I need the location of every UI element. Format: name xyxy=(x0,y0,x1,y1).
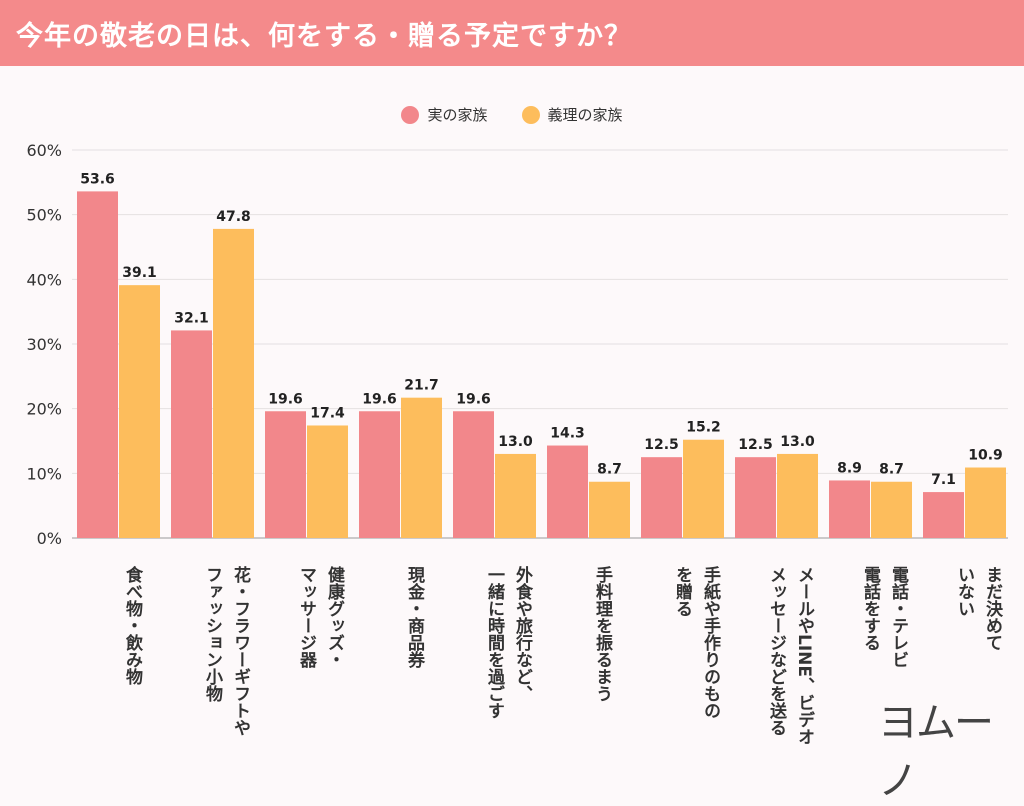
bar xyxy=(453,411,494,538)
bar-chart: 0% 10% 20% 30% 40% 50% 60% 53.6 39.1 32.1 47.8 19.6… xyxy=(26,141,1008,548)
x-tick-label: 現金・商品券 xyxy=(404,566,424,668)
data-label: 8.9 xyxy=(837,460,862,476)
y-tick-label: 30% xyxy=(26,335,62,354)
bar xyxy=(77,191,118,539)
bar xyxy=(213,228,254,539)
x-tick-label: 花・フラワーギフトや ファッション小物 xyxy=(202,566,250,736)
y-tick-label: 10% xyxy=(26,464,62,483)
y-tick-label: 40% xyxy=(26,270,62,289)
data-label: 39.1 xyxy=(122,265,157,281)
data-label: 8.7 xyxy=(879,462,904,478)
chart-title: 今年の敬老の日は、何をする・贈る予定ですか？ xyxy=(16,21,632,52)
bar xyxy=(307,425,348,538)
x-tick-label: 外食や旅行など、 一緒に時間を過ごす xyxy=(484,566,532,719)
y-tick-label: 50% xyxy=(26,206,62,225)
bar xyxy=(547,445,588,538)
data-label: 53.6 xyxy=(80,171,115,187)
legend-item-series2: 義理の家族 xyxy=(521,104,623,125)
legend-swatch xyxy=(401,105,420,124)
x-tick-label: 電話・テレビ 電話をする xyxy=(860,566,908,668)
y-tick-label: 20% xyxy=(26,400,62,419)
bar xyxy=(119,285,160,538)
legend: 実の家族 義理の家族 xyxy=(0,104,1024,125)
bar xyxy=(265,411,306,538)
data-label: 13.0 xyxy=(498,434,533,450)
x-tick-label: まだ決めて いない xyxy=(954,566,1002,651)
x-tick-label: 食べ物・飲み物 xyxy=(122,566,142,685)
y-tick-label: 0% xyxy=(37,529,62,548)
bar xyxy=(777,453,818,538)
legend-swatch xyxy=(521,105,540,124)
data-label: 12.5 xyxy=(644,437,679,453)
x-tick-label: メールやLINE、ビデオ メッセージなどを送る xyxy=(766,566,814,745)
data-label: 12.5 xyxy=(738,437,773,453)
bar xyxy=(871,481,912,538)
data-label: 17.4 xyxy=(310,405,345,421)
data-label: 13.0 xyxy=(780,434,815,450)
y-tick-label: 60% xyxy=(26,141,62,160)
data-label: 19.6 xyxy=(362,391,397,407)
bar xyxy=(495,453,536,538)
bar xyxy=(965,467,1006,538)
data-label: 10.9 xyxy=(968,448,1003,464)
data-label: 47.8 xyxy=(216,209,251,225)
x-tick-label: 手料理を振るまう xyxy=(592,566,612,702)
legend-item-series1: 実の家族 xyxy=(401,104,488,125)
bar xyxy=(171,330,212,538)
data-label: 14.3 xyxy=(550,426,585,442)
x-tick-label: 手紙や手作りのもの を贈る xyxy=(672,566,720,719)
data-label: 32.1 xyxy=(174,310,209,326)
logo: ヨムーノ xyxy=(878,700,994,804)
bar xyxy=(735,457,776,538)
bar xyxy=(589,481,630,538)
bar xyxy=(829,480,870,538)
data-label: 15.2 xyxy=(686,420,721,436)
legend-label: 義理の家族 xyxy=(547,106,623,124)
bar xyxy=(401,397,442,538)
bar xyxy=(641,457,682,538)
data-label: 19.6 xyxy=(268,391,303,407)
data-label: 7.1 xyxy=(931,472,956,488)
bar xyxy=(923,492,964,538)
bar xyxy=(683,439,724,538)
bar xyxy=(359,411,400,538)
data-label: 19.6 xyxy=(456,391,491,407)
header-bar: 今年の敬老の日は、何をする・贈る予定ですか？ xyxy=(0,0,1024,66)
legend-label: 実の家族 xyxy=(427,106,488,124)
x-tick-label: 健康グッズ・ マッサージ器 xyxy=(296,566,344,668)
data-label: 21.7 xyxy=(404,378,439,394)
data-label: 8.7 xyxy=(597,462,622,478)
